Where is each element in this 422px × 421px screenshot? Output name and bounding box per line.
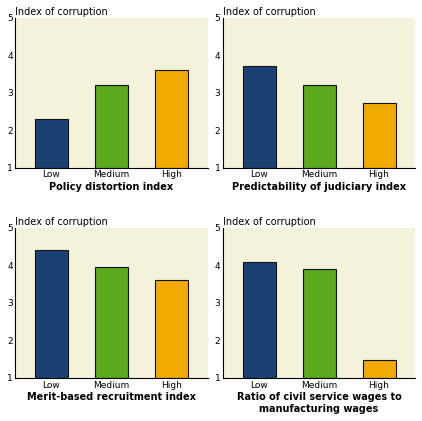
Text: Index of corruption: Index of corruption [16, 7, 108, 17]
Bar [243, 262, 276, 378]
Bar [35, 119, 68, 168]
Bar [155, 70, 188, 168]
Bar [95, 85, 128, 168]
Text: Index of corruption: Index of corruption [16, 217, 108, 227]
Bar [303, 85, 335, 168]
Bar [155, 280, 188, 378]
Text: Index of corruption: Index of corruption [223, 217, 316, 227]
Bar [362, 103, 395, 168]
Text: Index of corruption: Index of corruption [223, 7, 316, 17]
Bar [303, 269, 335, 378]
Bar [35, 250, 68, 378]
X-axis label: Predictability of judiciary index: Predictability of judiciary index [232, 182, 406, 192]
X-axis label: Policy distortion index: Policy distortion index [49, 182, 173, 192]
Bar [243, 66, 276, 168]
Bar [95, 267, 128, 378]
Bar [362, 360, 395, 378]
X-axis label: Merit-based recruitment index: Merit-based recruitment index [27, 392, 196, 402]
X-axis label: Ratio of civil service wages to
manufacturing wages: Ratio of civil service wages to manufact… [237, 392, 401, 414]
